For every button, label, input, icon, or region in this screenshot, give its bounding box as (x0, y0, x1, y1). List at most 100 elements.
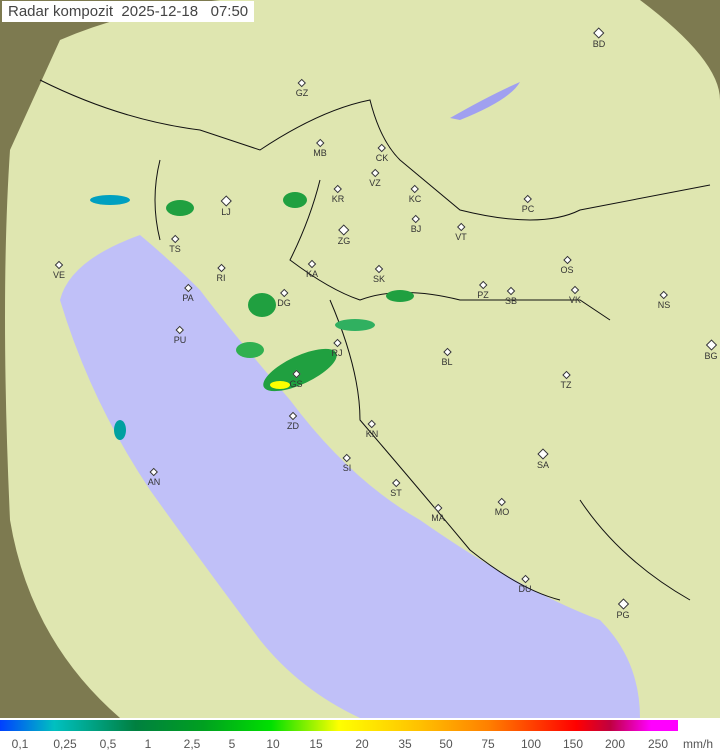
city-marker-icon (377, 143, 387, 153)
legend-tick: 0,1 (11, 737, 29, 751)
city-label: KA (305, 269, 319, 279)
legend-tick: 2,5 (183, 737, 201, 751)
city-an: AN (148, 467, 160, 487)
city-bl: BL (441, 347, 453, 367)
city-marker-icon (520, 574, 530, 584)
city-st: ST (390, 478, 402, 498)
city-label: GZ (295, 88, 309, 98)
city-label: ZD (287, 421, 299, 431)
city-label: VT (455, 232, 467, 242)
city-bj: BJ (410, 214, 422, 234)
city-label: KR (331, 194, 345, 204)
city-label: BL (441, 357, 453, 367)
city-marker-icon (705, 339, 717, 351)
legend-tick: 35 (398, 737, 412, 751)
city-marker-icon (410, 184, 420, 194)
city-marker-icon (570, 285, 580, 295)
city-marker-icon (562, 255, 572, 265)
city-label: LJ (221, 207, 231, 217)
city-marker-icon (149, 467, 159, 477)
city-marker-icon (367, 419, 377, 429)
city-os: OS (560, 255, 574, 275)
city-rj: RJ (332, 338, 343, 358)
city-label: MB (313, 148, 327, 158)
city-marker-icon (433, 503, 443, 513)
sea (60, 235, 640, 718)
city-label: SB (504, 296, 518, 306)
city-marker-icon (297, 78, 307, 88)
legend-tick: 1 (144, 737, 152, 751)
city-label: CK (375, 153, 389, 163)
city-label: KC (408, 194, 422, 204)
city-pu: PU (174, 325, 186, 345)
city-kc: KC (408, 184, 422, 204)
city-label: NS (657, 300, 671, 310)
city-label: GS (289, 379, 303, 389)
city-mb: MB (313, 138, 327, 158)
city-marker-icon (315, 138, 325, 148)
city-marker-icon (342, 453, 352, 463)
city-label: KN (365, 429, 379, 439)
city-marker-icon (333, 184, 343, 194)
city-bd: BD (592, 27, 606, 49)
city-pg: PG (616, 598, 630, 620)
legend-tick: 5 (228, 737, 236, 751)
city-label: OS (560, 265, 574, 275)
city-label: RI (216, 273, 226, 283)
city-ns: NS (657, 290, 671, 310)
city-label: ST (390, 488, 402, 498)
city-marker-icon (307, 259, 317, 269)
radar-coverage (5, 0, 720, 718)
city-label: PA (182, 293, 194, 303)
legend-tick: 50 (439, 737, 453, 751)
city-marker-icon (456, 222, 466, 232)
legend-tick: 250 (647, 737, 669, 751)
city-marker-icon (617, 598, 629, 610)
legend-tick: 100 (520, 737, 542, 751)
legend-unit: mm/h (683, 737, 713, 751)
city-pa: PA (182, 283, 194, 303)
lake-balaton (450, 82, 520, 120)
city-label: TS (169, 244, 181, 254)
city-label: BJ (410, 224, 422, 234)
city-label: BG (704, 351, 718, 361)
city-label: PG (616, 610, 630, 620)
city-marker-icon (374, 264, 384, 274)
city-label: SI (342, 463, 352, 473)
city-label: VZ (369, 178, 381, 188)
city-label: PC (521, 204, 535, 214)
city-label: DG (277, 298, 291, 308)
city-marker-icon (170, 234, 180, 244)
city-label: BD (592, 39, 606, 49)
city-vt: VT (455, 222, 467, 242)
border (39, 79, 711, 601)
city-label: ZG (337, 236, 351, 246)
city-sk: SK (373, 264, 385, 284)
city-marker-icon (175, 325, 185, 335)
map-title: Radar kompozit 2025-12-18 07:50 (2, 1, 255, 22)
city-marker-icon (561, 370, 571, 380)
city-marker-icon (183, 283, 193, 293)
city-zg: ZG (337, 224, 351, 246)
precipitation-legend-bar (0, 720, 678, 731)
city-pc: PC (521, 194, 535, 214)
city-marker-icon (497, 497, 507, 507)
city-tz: TZ (561, 370, 572, 390)
legend-tick: 200 (604, 737, 626, 751)
city-gz: GZ (295, 78, 309, 98)
city-du: DU (519, 574, 532, 594)
city-ve: VE (53, 260, 65, 280)
city-marker-icon (478, 280, 488, 290)
legend-tick: 15 (309, 737, 323, 751)
city-ck: CK (375, 143, 389, 163)
city-label: MA (431, 513, 445, 523)
city-marker-icon (506, 286, 516, 296)
city-marker-icon (537, 448, 549, 460)
legend-tick: 0,25 (53, 737, 77, 751)
city-marker-icon (279, 288, 289, 298)
city-ka: KA (305, 259, 319, 279)
city-marker-icon (411, 214, 421, 224)
city-vk: VK (569, 285, 581, 305)
city-kn: KN (365, 419, 379, 439)
legend-tick: 150 (562, 737, 584, 751)
